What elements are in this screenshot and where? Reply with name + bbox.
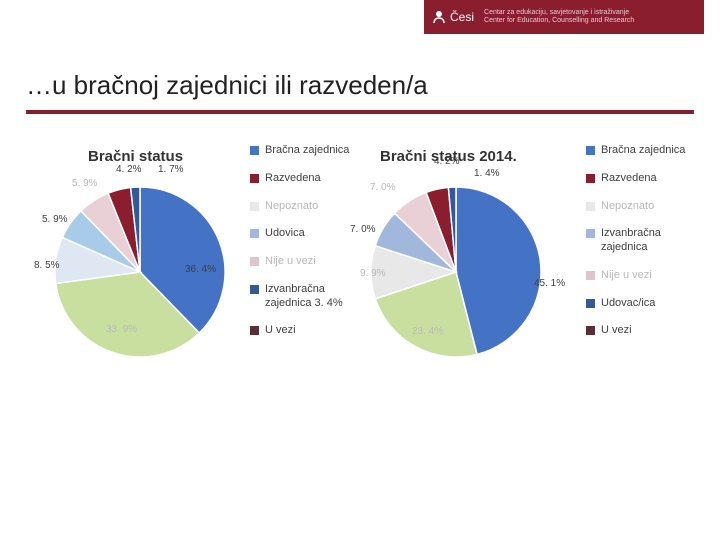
legend-label: Izvanbračna zajednica	[601, 227, 706, 255]
legend-item: Udovac/ica	[586, 297, 706, 311]
pie-slice-label: 23. 4%	[412, 326, 443, 337]
legend-item: Izvanbračna zajednica	[586, 227, 706, 255]
legend-2: Bračna zajednica Razvedena Nepoznato Izvanb…	[586, 144, 706, 352]
pie-slice-label: 36. 4%	[185, 264, 216, 275]
legend-swatch	[250, 202, 259, 211]
legend-swatch	[586, 271, 595, 280]
legend-1: Bračna zajednica Razvedena Nepoznato Udovic…	[250, 144, 360, 352]
slide-title: …u bračnoj zajednici ili razveden/a	[26, 70, 428, 101]
legend-label: Razvedena	[265, 172, 321, 186]
legend-swatch	[586, 146, 595, 155]
legend-item: U vezi	[586, 324, 706, 338]
legend-item: U vezi	[250, 324, 360, 338]
brand-header: Česi Centar za edukaciju, savjetovanje i…	[424, 0, 704, 34]
pie-slice-label: 45. 1%	[534, 278, 565, 289]
legend-item: Nije u vezi	[586, 269, 706, 283]
brand-subtitle: Centar za edukaciju, savjetovanje i istr…	[484, 9, 634, 26]
pie-slice-label: 8. 5%	[34, 260, 60, 271]
legend-item: Razvedena	[250, 172, 360, 186]
pie-chart-2: 45. 1%23. 4%9. 9%7. 0%7. 0%4. 2%1. 4%	[356, 172, 556, 372]
pie-slice-label: 7. 0%	[370, 182, 396, 193]
pie-slice-label: 5. 9%	[42, 214, 68, 225]
legend-swatch	[586, 229, 595, 238]
legend-swatch	[250, 174, 259, 183]
pie-slice-label: 4. 2%	[116, 164, 142, 175]
legend-item: Nepoznato	[250, 200, 360, 214]
legend-swatch	[586, 202, 595, 211]
legend-label: Nepoznato	[265, 200, 318, 214]
legend-item: Udovica	[250, 227, 360, 241]
legend-swatch	[250, 146, 259, 155]
pie-slice-label: 5. 9%	[72, 178, 98, 189]
legend-label: Udovac/ica	[601, 297, 655, 311]
legend-swatch	[586, 326, 595, 335]
legend-swatch	[586, 174, 595, 183]
pie-slice-label: 4. 2%	[434, 156, 460, 167]
legend-swatch	[250, 257, 259, 266]
legend-label: U vezi	[601, 324, 632, 338]
pie-slice-label: 1. 4%	[474, 168, 500, 179]
chart1-title: Bračni status	[88, 148, 183, 165]
pie-slice-label: 9. 9%	[360, 268, 386, 279]
brand-logo: Česi	[432, 10, 474, 24]
legend-label: Udovica	[265, 227, 305, 241]
legend-swatch	[250, 326, 259, 335]
brand-name: Česi	[450, 10, 474, 24]
title-underline	[26, 110, 694, 114]
pie-slice-label: 1. 7%	[158, 164, 184, 175]
legend-swatch	[586, 299, 595, 308]
legend-label: Nepoznato	[601, 200, 654, 214]
legend-item: Nepoznato	[586, 200, 706, 214]
legend-swatch	[250, 229, 259, 238]
legend-item: Nije u vezi	[250, 255, 360, 269]
legend-label: Bračna zajednica	[265, 144, 349, 158]
pie-chart-1: 36. 4%33. 9%8. 5%5. 9%5. 9%4. 2%1. 7%	[40, 172, 240, 372]
legend-label: Razvedena	[601, 172, 657, 186]
legend-item: Bračna zajednica	[250, 144, 360, 158]
legend-item: Razvedena	[586, 172, 706, 186]
pie-slice-label: 33. 9%	[106, 324, 137, 335]
legend-label: Nije u vezi	[265, 255, 316, 269]
legend-label: Bračna zajednica	[601, 144, 685, 158]
legend-item: Izvanbračna zajednica 3. 4%	[250, 283, 360, 311]
legend-label: Nije u vezi	[601, 269, 652, 283]
legend-label: U vezi	[265, 324, 296, 338]
legend-label: Izvanbračna zajednica 3. 4%	[265, 283, 360, 311]
legend-item: Bračna zajednica	[586, 144, 706, 158]
legend-swatch	[250, 285, 259, 294]
